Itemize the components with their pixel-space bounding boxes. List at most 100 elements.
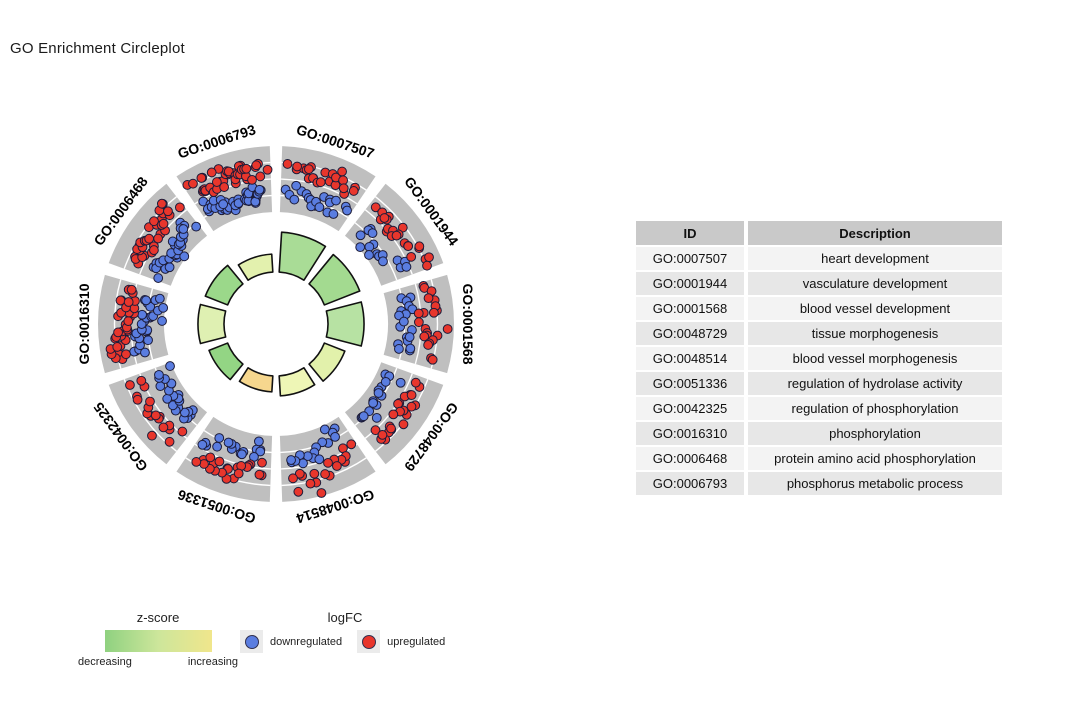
gene-dot-upregulated bbox=[413, 308, 424, 319]
zscore-low-label: decreasing bbox=[78, 656, 132, 668]
table-header: ID Description bbox=[636, 221, 1002, 245]
zscore-wedge bbox=[278, 367, 316, 397]
gene-dot-upregulated bbox=[241, 163, 252, 174]
gene-dot-upregulated bbox=[211, 177, 222, 187]
go-id-cell: GO:0001944 bbox=[636, 272, 744, 295]
gene-dot-upregulated bbox=[294, 468, 305, 479]
table-row: GO:0007507 heart development bbox=[636, 247, 1002, 270]
gene-dot-downregulated bbox=[165, 361, 175, 371]
gene-dot-downregulated bbox=[378, 256, 388, 267]
segment-label: GO:0016310 bbox=[76, 283, 92, 364]
gene-dot-downregulated bbox=[162, 393, 173, 404]
go-description-cell: protein amino acid phosphorylation bbox=[748, 447, 1002, 470]
gene-dot-downregulated bbox=[404, 332, 415, 342]
gene-dot-downregulated bbox=[197, 439, 208, 450]
gene-dot-upregulated bbox=[149, 216, 159, 227]
go-description-cell: heart development bbox=[748, 247, 1002, 270]
upregulated-key-box bbox=[357, 630, 381, 653]
gene-dot-upregulated bbox=[125, 380, 135, 390]
gene-dot-upregulated bbox=[214, 456, 225, 467]
gene-dot-upregulated bbox=[262, 164, 273, 175]
table-row: GO:0006793 phosphorus metabolic process bbox=[636, 472, 1002, 495]
zscore-wedge bbox=[208, 342, 244, 381]
gene-dot-upregulated bbox=[196, 173, 207, 183]
gene-dot-upregulated bbox=[164, 436, 175, 447]
page-title: GO Enrichment Circleplot bbox=[10, 40, 185, 57]
gene-dot-upregulated bbox=[123, 297, 134, 307]
upregulated-label: upregulated bbox=[387, 635, 446, 648]
gene-dot-upregulated bbox=[391, 230, 402, 241]
gene-dot-downregulated bbox=[342, 205, 352, 216]
gene-dot-downregulated bbox=[364, 250, 374, 260]
gene-dot-downregulated bbox=[395, 377, 406, 388]
gene-dot-upregulated bbox=[132, 394, 143, 405]
gene-dot-upregulated bbox=[331, 461, 342, 471]
table-header-cell: Description bbox=[748, 221, 1002, 245]
gene-dot-upregulated bbox=[113, 327, 123, 338]
gene-dot-downregulated bbox=[330, 431, 340, 442]
gene-dot-downregulated bbox=[286, 455, 296, 465]
gene-dot-upregulated bbox=[370, 425, 381, 436]
gene-dot-downregulated bbox=[164, 262, 175, 273]
gene-dot-upregulated bbox=[370, 202, 381, 213]
gene-dot-upregulated bbox=[149, 245, 159, 255]
gene-dot-upregulated bbox=[115, 295, 126, 306]
go-id-cell: GO:0048514 bbox=[636, 347, 744, 370]
gene-dot-upregulated bbox=[174, 202, 185, 213]
gene-dot-upregulated bbox=[309, 468, 320, 479]
gene-dot-upregulated bbox=[323, 457, 333, 468]
go-segment: GO:0001568 bbox=[325, 274, 476, 374]
gene-dot-upregulated bbox=[303, 164, 314, 175]
gene-dot-upregulated bbox=[158, 422, 169, 433]
table-row: GO:0001568 blood vessel development bbox=[636, 297, 1002, 320]
gene-dot-upregulated bbox=[233, 468, 244, 479]
gene-dot-downregulated bbox=[314, 202, 325, 213]
gene-dot-upregulated bbox=[410, 377, 421, 388]
gene-dot-upregulated bbox=[188, 178, 198, 189]
go-segment: GO:0051336 bbox=[175, 367, 274, 527]
go-segment: GO:0048514 bbox=[278, 367, 376, 527]
gene-dot-upregulated bbox=[305, 478, 316, 489]
gridline-arc bbox=[354, 222, 398, 281]
gene-dot-upregulated bbox=[191, 457, 202, 467]
zscore-wedge bbox=[204, 264, 244, 306]
go-id-cell: GO:0042325 bbox=[636, 397, 744, 420]
gene-dot-upregulated bbox=[150, 410, 161, 421]
zscore-wedge bbox=[197, 303, 227, 345]
go-segment: GO:0042325 bbox=[90, 342, 244, 474]
gene-dot-upregulated bbox=[177, 426, 188, 437]
gene-dot-upregulated bbox=[386, 423, 396, 434]
go-id-cell: GO:0007507 bbox=[636, 247, 744, 270]
gene-dot-downregulated bbox=[223, 437, 234, 448]
gene-dot-downregulated bbox=[254, 436, 264, 447]
gene-dot-downregulated bbox=[158, 302, 169, 313]
gene-dot-upregulated bbox=[320, 469, 330, 479]
go-enrichment-table: ID Description GO:0007507 heart developmen… bbox=[632, 219, 1006, 497]
zscore-wedge bbox=[308, 342, 346, 382]
gene-dot-downregulated bbox=[178, 224, 189, 234]
gene-dot-upregulated bbox=[423, 340, 434, 350]
gene-dot-upregulated bbox=[413, 317, 424, 328]
go-description-cell: blood vessel morphogenesis bbox=[748, 347, 1002, 370]
gene-dot-upregulated bbox=[406, 390, 417, 400]
gene-dot-downregulated bbox=[380, 376, 391, 387]
gene-dot-upregulated bbox=[123, 316, 134, 327]
go-id-cell: GO:0048729 bbox=[636, 322, 744, 345]
gridline-arc bbox=[364, 373, 413, 439]
gene-dot-downregulated bbox=[191, 221, 202, 232]
zscore-wedge bbox=[308, 253, 361, 306]
gene-dot-downregulated bbox=[401, 261, 412, 272]
gene-dot-upregulated bbox=[422, 260, 432, 271]
table-header-cell: ID bbox=[636, 221, 744, 245]
gene-dot-downregulated bbox=[368, 398, 379, 408]
gene-dot-upregulated bbox=[126, 284, 137, 295]
gene-dot-downregulated bbox=[154, 293, 165, 304]
go-description-cell: vasculature development bbox=[748, 272, 1002, 295]
gene-dot-upregulated bbox=[288, 473, 298, 484]
legend-zscore-title: z-score bbox=[136, 610, 180, 625]
zscore-gradient-bar bbox=[105, 630, 212, 652]
go-id-cell: GO:0006793 bbox=[636, 472, 744, 495]
go-id-cell: GO:0001568 bbox=[636, 297, 744, 320]
gene-dot-upregulated bbox=[144, 233, 155, 244]
gene-dot-downregulated bbox=[355, 242, 366, 253]
